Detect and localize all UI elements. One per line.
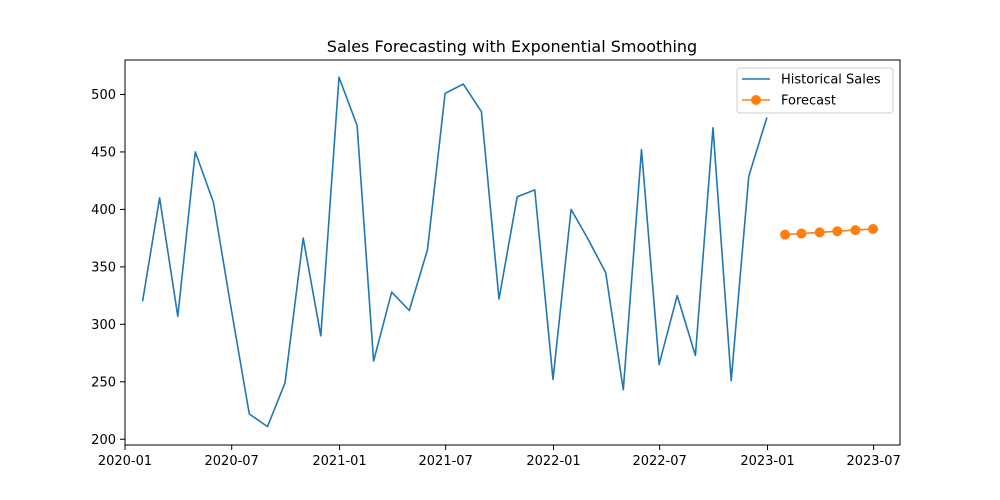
y-tick-label: 350 [91, 260, 116, 275]
forecast-point [780, 229, 791, 240]
legend: Historical Sales Forecast [736, 67, 894, 114]
legend-label: Forecast [781, 94, 836, 109]
x-tick-label: 2023-07 [846, 454, 900, 469]
chart-title: Sales Forecasting with Exponential Smoot… [327, 37, 697, 56]
y-tick-label: 400 [91, 203, 116, 218]
x-axis: 2020-01 2020-07 2021-01 2021-07 2022-01 2022-… [98, 445, 901, 469]
x-tick-label: 2023-01 [740, 454, 794, 469]
forecast-point [796, 228, 807, 239]
forecast-point [832, 226, 843, 237]
y-tick-label: 200 [91, 433, 116, 448]
y-tick-label: 450 [91, 145, 116, 160]
x-tick-label: 2022-01 [526, 454, 580, 469]
plot-frame [124, 59, 901, 446]
legend-label: Historical Sales [781, 73, 881, 88]
x-tick-label: 2021-07 [419, 454, 473, 469]
legend-marker [751, 95, 761, 105]
x-tick-label: 2022-07 [632, 454, 686, 469]
forecast-point [850, 225, 861, 236]
x-tick-label: 2020-01 [98, 454, 152, 469]
y-tick-label: 300 [91, 318, 116, 333]
y-axis: 200 250 300 350 400 450 500 [91, 88, 125, 448]
forecast-point [814, 227, 825, 238]
legend-box [736, 67, 894, 114]
plot-series [141, 76, 879, 428]
series-line-historical-sales [141, 76, 768, 428]
forecast-point [868, 223, 879, 234]
x-tick-label: 2020-07 [205, 454, 259, 469]
y-tick-label: 500 [91, 88, 116, 103]
x-tick-label: 2021-01 [312, 454, 366, 469]
y-tick-label: 250 [91, 375, 116, 390]
